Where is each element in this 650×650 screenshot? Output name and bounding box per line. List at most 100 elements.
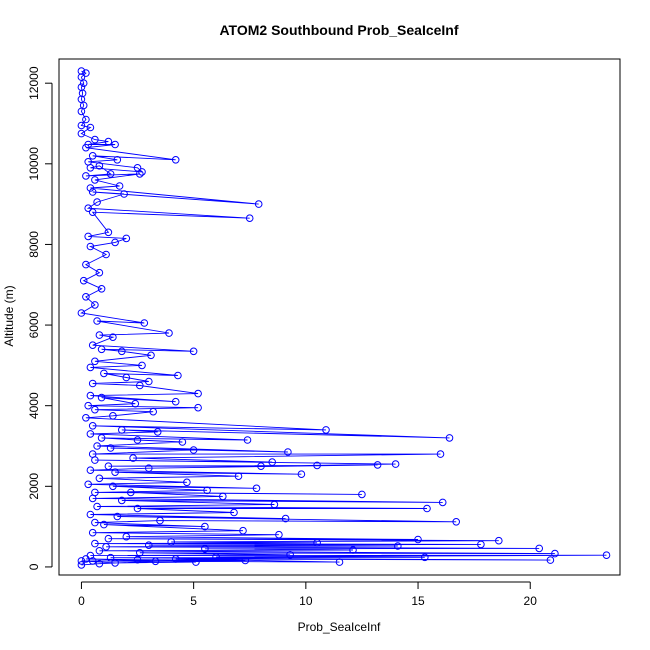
data-point <box>86 123 95 132</box>
data-point <box>106 170 115 178</box>
data-point <box>95 268 104 277</box>
data-point <box>165 329 173 337</box>
y-tick-label: 0 <box>27 563 41 570</box>
data-point <box>322 426 330 434</box>
data-point <box>245 214 254 222</box>
data-series <box>77 67 611 569</box>
data-point <box>178 438 187 446</box>
data-point <box>145 541 153 550</box>
data-point <box>100 520 108 529</box>
y-tick-label: 12000 <box>27 66 41 100</box>
data-point <box>86 466 95 475</box>
data-point <box>131 399 140 408</box>
data-point <box>86 391 95 400</box>
data-point <box>102 543 110 551</box>
data-point <box>86 430 95 438</box>
data-point <box>252 484 261 493</box>
data-point <box>171 156 180 164</box>
data-point <box>91 176 99 184</box>
data-point <box>106 553 115 562</box>
data-point <box>77 67 86 75</box>
data-point <box>189 347 198 356</box>
data-point <box>113 512 122 521</box>
data-point <box>79 276 88 285</box>
data-point <box>239 526 247 535</box>
series-line <box>80 70 607 566</box>
data-point <box>313 461 321 470</box>
data-point <box>91 539 99 548</box>
data-point <box>452 518 461 526</box>
data-point <box>100 369 108 378</box>
data-point <box>138 168 146 176</box>
data-point <box>82 293 90 301</box>
data-point <box>111 238 119 247</box>
data-point <box>91 357 99 366</box>
data-point <box>109 412 117 420</box>
data-point <box>86 363 95 372</box>
data-point <box>243 436 252 444</box>
data-point <box>414 535 422 544</box>
data-point <box>82 172 90 180</box>
data-point <box>286 551 294 559</box>
data-point <box>88 422 97 430</box>
data-point <box>77 557 86 565</box>
x-tick-label: 10 <box>299 594 313 608</box>
data-point <box>97 434 106 442</box>
data-point <box>219 492 227 501</box>
data-point <box>445 434 454 442</box>
data-point <box>93 502 101 511</box>
data-point <box>91 301 99 309</box>
data-point <box>106 444 115 452</box>
data-point <box>151 557 160 566</box>
data-point <box>136 381 144 390</box>
data-point <box>93 198 101 206</box>
data-point <box>84 401 92 410</box>
data-point <box>122 532 131 541</box>
data-point <box>88 188 97 196</box>
y-axis: 0 2000 4000 6000 8000 10000 12000 <box>27 66 53 570</box>
data-point <box>203 486 211 495</box>
x-axis-label: Prob_SeaIceInf <box>298 620 381 634</box>
data-point <box>104 228 113 237</box>
data-point <box>118 496 126 505</box>
data-point <box>111 468 119 477</box>
data-point <box>91 518 99 527</box>
data-point <box>88 152 97 160</box>
data-point <box>93 442 101 450</box>
data-point <box>391 460 400 468</box>
data-point <box>212 553 220 561</box>
data-point <box>281 514 290 523</box>
data-point <box>113 156 122 164</box>
x-tick-label: 15 <box>411 594 425 608</box>
data-point <box>145 464 153 473</box>
data-point <box>97 345 106 354</box>
data-point <box>88 494 97 503</box>
data-point <box>95 547 104 555</box>
data-point <box>118 347 126 356</box>
data-point <box>421 553 429 562</box>
data-point <box>436 450 445 458</box>
x-tick-label: 0 <box>78 594 85 608</box>
data-point <box>102 250 110 259</box>
data-point <box>88 557 97 565</box>
data-point <box>167 538 175 546</box>
data-point <box>91 405 99 414</box>
y-axis-label: Altitude (m) <box>2 285 16 346</box>
data-point <box>86 510 95 519</box>
plot-frame <box>58 58 621 576</box>
data-point <box>118 426 126 434</box>
data-point <box>284 448 292 456</box>
data-point <box>84 204 92 212</box>
data-point <box>82 260 90 269</box>
data-point <box>358 490 366 499</box>
data-point <box>194 389 202 398</box>
data-point <box>189 446 198 454</box>
data-point <box>394 542 402 550</box>
data-point <box>97 285 106 293</box>
data-point <box>109 482 117 491</box>
data-point <box>133 555 142 564</box>
data-point <box>373 461 382 469</box>
data-point <box>84 480 92 489</box>
data-point <box>535 544 544 553</box>
